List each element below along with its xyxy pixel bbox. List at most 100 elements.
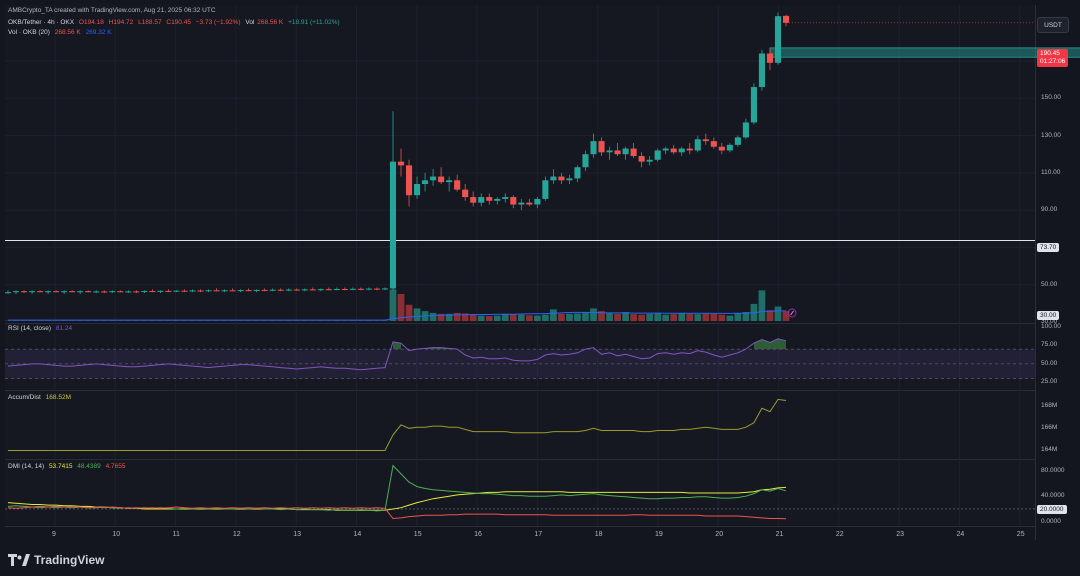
volume-bar: [614, 313, 621, 321]
volume-bar: [606, 312, 613, 321]
volume-bar: [558, 313, 565, 321]
candle-down: [405, 165, 413, 196]
x-tick-label: 20: [715, 531, 724, 538]
candle-up: [141, 291, 148, 293]
volume-bar: [493, 315, 501, 321]
chart-credit: AMBCrypto_TA created with TradingView.co…: [8, 7, 219, 14]
candle-up: [726, 144, 733, 151]
candle-up: [77, 291, 84, 293]
candle-down: [357, 288, 364, 290]
candle-up: [237, 290, 244, 292]
candle-up: [381, 288, 389, 290]
candle-up: [446, 180, 453, 183]
candle-up: [430, 176, 437, 181]
volume-bar: [469, 314, 477, 321]
candle-up: [317, 289, 324, 291]
volume-ma-line: [8, 310, 786, 321]
x-tick-label: 13: [293, 531, 301, 538]
change-value: −3.73 (−1.92%): [195, 19, 241, 26]
price-tick-label: 110.00: [1041, 168, 1061, 176]
tradingview-wordmark: TradingView: [34, 553, 105, 567]
last-price-value: 190.45: [1040, 50, 1060, 57]
volume-bar: [437, 313, 445, 321]
candle-down: [245, 290, 252, 292]
last-price-tag: 190.45 01:27:06: [1037, 49, 1069, 67]
dmi-legend[interactable]: DMI (14, 14) 53.7415 48.4389 4.7655: [8, 463, 128, 470]
ad-tick-label: 168M: [1041, 402, 1058, 410]
dmi-pane[interactable]: [5, 460, 1035, 525]
candle-down: [325, 289, 332, 291]
pane-separator[interactable]: [5, 459, 1035, 460]
pane-separator[interactable]: [5, 323, 1035, 324]
candle-up: [29, 291, 36, 293]
x-tick-label: 17: [534, 531, 543, 538]
candle-up: [694, 139, 701, 151]
candle-down: [558, 176, 565, 181]
rsi-legend[interactable]: RSI (14, close) 81.24: [8, 325, 75, 332]
candle-down: [341, 288, 348, 290]
x-tick-label: 22: [835, 531, 844, 538]
candle-down: [261, 289, 268, 291]
volume-bar: [766, 310, 774, 321]
rsi-line: [7, 338, 787, 371]
volume-bar: [485, 315, 493, 321]
volume-bar: [389, 289, 397, 321]
volume-bar: [630, 314, 637, 321]
candle-down: [69, 291, 76, 293]
volume-bar: [702, 313, 710, 321]
volume-legend[interactable]: Vol · OKB (20) 268.56 K 269.32 K: [8, 29, 115, 36]
adx-value: 53.7415: [48, 463, 73, 470]
minus-di-line: [7, 505, 787, 520]
candle-up: [734, 137, 741, 145]
volume-bar: [758, 290, 766, 321]
ad-pane[interactable]: [5, 391, 1035, 458]
pane-separator: [5, 526, 1035, 527]
horizontal-line-tag: 73.70: [1037, 243, 1060, 252]
candle-up: [414, 184, 421, 196]
candle-up: [590, 141, 597, 155]
ad-tick-label: 166M: [1041, 424, 1058, 432]
adx-line: [7, 486, 787, 511]
rsi-tick-label: 75.00: [1041, 341, 1058, 349]
x-tick-label: 10: [112, 531, 121, 538]
candle-down: [638, 156, 645, 162]
volume-bar: [453, 312, 461, 321]
candle-up: [750, 87, 757, 123]
candle-down: [614, 150, 621, 155]
candle-up: [301, 289, 308, 291]
x-tick-label: 18: [594, 531, 603, 538]
volume-bar: [718, 314, 726, 321]
candle-up: [606, 150, 613, 153]
candle-down: [718, 146, 725, 151]
price-tick-label: 130.00: [1041, 131, 1061, 139]
symbol-title[interactable]: OKB/Tether · 4h · OKX: [8, 19, 75, 26]
vol-label: Vol: [245, 19, 255, 26]
volume-bar: [654, 312, 662, 321]
candle-down: [470, 197, 477, 203]
candle-down: [598, 141, 605, 153]
candle-down: [181, 290, 188, 292]
volume-bar: [405, 304, 413, 321]
x-tick-label: 15: [413, 531, 422, 538]
candle-up: [333, 288, 340, 290]
plus-di-value: 48.4389: [77, 463, 101, 470]
pane-separator[interactable]: [5, 390, 1035, 391]
candle-up: [173, 290, 180, 292]
volume-bar: [710, 313, 718, 321]
ad-line: [8, 398, 787, 451]
rsi-pane[interactable]: [5, 324, 1035, 389]
candle-down: [277, 289, 284, 291]
credit-text: AMBCrypto_TA created with TradingView.co…: [8, 7, 216, 14]
ad-legend[interactable]: Accum/Dist 168.52M: [8, 394, 74, 401]
volume-bar: [582, 312, 589, 321]
currency-button[interactable]: USDT: [1037, 17, 1069, 33]
tradingview-logo[interactable]: TradingView: [8, 553, 104, 567]
ad-legend-value: 168.52M: [45, 394, 71, 401]
candle-up: [253, 289, 260, 291]
volume-bar: [429, 312, 437, 321]
price-pane[interactable]: [5, 5, 1035, 322]
volume-bar: [533, 315, 541, 321]
price-tick-label: 50.00: [1041, 280, 1058, 288]
minus-di-value: 4.7655: [105, 463, 126, 470]
